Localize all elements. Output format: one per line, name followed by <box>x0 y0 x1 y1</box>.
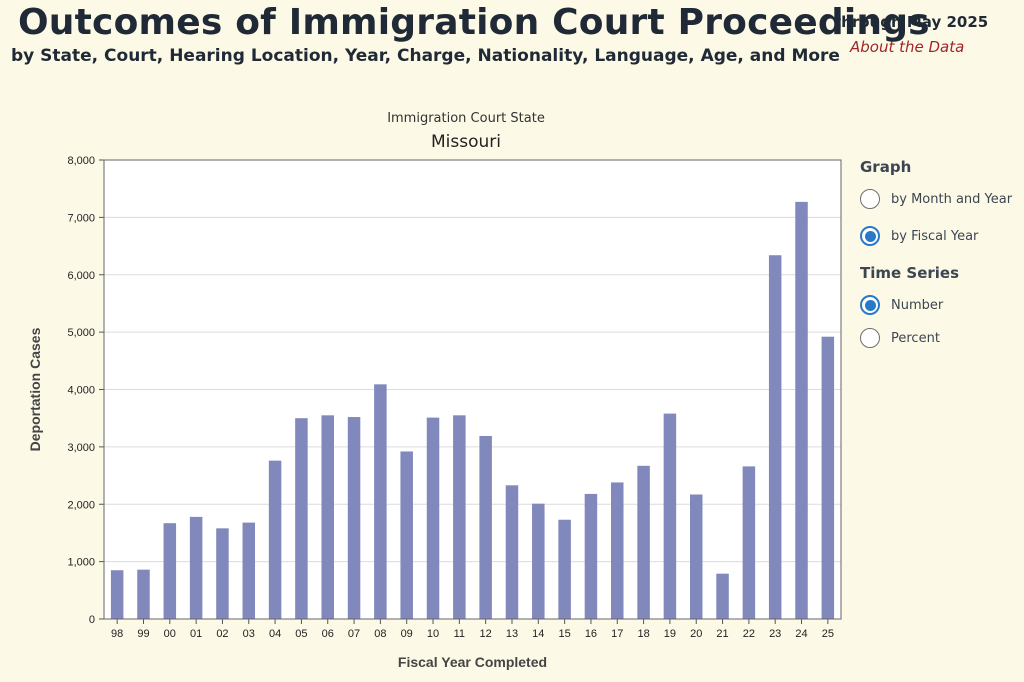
x-tick-label: 19 <box>664 628 676 640</box>
bar-04 <box>268 460 282 619</box>
x-tick-label: 17 <box>611 628 623 640</box>
bar-10 <box>426 417 440 619</box>
x-tick-label: 06 <box>322 628 334 640</box>
x-tick-label: 08 <box>374 628 386 640</box>
x-tick-label: 16 <box>585 628 597 640</box>
y-tick-label: 3,000 <box>67 442 95 454</box>
y-tick-label: 5,000 <box>67 327 95 339</box>
bar-06 <box>321 415 334 619</box>
x-tick-label: 10 <box>427 628 439 640</box>
bar-20 <box>689 494 703 619</box>
chart-heading: Immigration Court State <box>387 111 545 126</box>
bar-02 <box>216 528 229 619</box>
x-tick-label: 22 <box>743 628 755 640</box>
bar-99 <box>137 569 150 619</box>
graph-heading: Graph <box>860 158 912 176</box>
radio-number[interactable]: Number <box>860 293 943 317</box>
x-tick-label: 25 <box>822 628 834 640</box>
x-tick-label: 04 <box>269 628 281 640</box>
bar-12 <box>479 435 492 619</box>
data-date-range: through May 2025 <box>834 13 989 31</box>
bar-14 <box>532 503 545 619</box>
bar-25 <box>821 336 835 619</box>
bar-chart: 0 1,000 2,000 3,000 4,000 5,000 6,000 7,000 8,00… <box>27 155 842 670</box>
bar-08 <box>374 384 387 619</box>
y-tick-label: 2,000 <box>67 499 95 511</box>
radio-circle[interactable] <box>860 295 880 315</box>
x-tick-label: 14 <box>532 628 544 640</box>
y-tick-label: 6,000 <box>67 270 95 282</box>
bar-24 <box>795 201 808 620</box>
radio-label: Number <box>891 297 944 313</box>
x-tick-label: 21 <box>716 628 728 640</box>
radio-circle[interactable] <box>860 226 880 246</box>
x-tick-label: 24 <box>795 628 807 640</box>
x-tick-label: 12 <box>480 628 492 640</box>
bar-19 <box>663 413 677 619</box>
x-tick-label: 01 <box>190 628 202 640</box>
x-tick-label: 13 <box>506 628 518 640</box>
x-tick-label: 00 <box>164 628 176 640</box>
bar-21 <box>716 573 729 619</box>
radio-percent[interactable]: Percent <box>860 326 940 350</box>
bar-05 <box>295 418 308 619</box>
y-axis-label: Deportation Cases <box>27 327 43 451</box>
x-tick-label: 99 <box>137 628 149 640</box>
x-tick-label: 23 <box>769 628 781 640</box>
x-tick-label: 05 <box>295 628 307 640</box>
bar-22 <box>742 466 756 619</box>
x-tick-label: 20 <box>690 628 702 640</box>
x-tick-label: 11 <box>454 628 465 640</box>
bar-07 <box>347 417 361 619</box>
y-tick-label: 7,000 <box>67 212 95 224</box>
y-tick-label: 1,000 <box>67 557 95 569</box>
time-series-heading: Time Series <box>860 264 960 282</box>
radio-label: by Month and Year <box>891 191 1013 207</box>
bar-18 <box>637 465 650 619</box>
bar-03 <box>242 522 256 619</box>
x-tick-label: 02 <box>216 628 228 640</box>
bar-17 <box>611 482 624 619</box>
about-data-link[interactable]: About the Data <box>850 38 965 56</box>
page-title: Outcomes of Immigration Court Proceeding… <box>18 2 930 43</box>
bar-01 <box>189 516 203 619</box>
x-tick-label: 09 <box>401 628 413 640</box>
radio-fiscal-year[interactable]: by Fiscal Year <box>860 224 978 248</box>
bar-13 <box>505 485 519 619</box>
radio-label: by Fiscal Year <box>891 228 979 244</box>
bar-11 <box>453 415 466 619</box>
bar-09 <box>400 451 413 619</box>
page-subtitle: by State, Court, Hearing Location, Year,… <box>11 46 840 66</box>
chart-state-name: Missouri <box>431 132 501 152</box>
x-tick-label: 15 <box>559 628 571 640</box>
bar-00 <box>163 523 177 619</box>
radio-circle[interactable] <box>860 328 880 348</box>
x-axis-label: Fiscal Year Completed <box>398 654 547 670</box>
x-tick-label: 98 <box>111 628 123 640</box>
x-tick-label: 03 <box>243 628 255 640</box>
plot-frame <box>103 159 842 620</box>
bar-98 <box>110 570 124 619</box>
x-tick-label: 07 <box>348 628 360 640</box>
bar-16 <box>584 493 598 619</box>
radio-label: Percent <box>891 330 940 346</box>
bar-23 <box>768 255 782 619</box>
y-tick-label: 4,000 <box>67 385 95 397</box>
radio-month-year[interactable]: by Month and Year <box>860 187 1012 211</box>
radio-circle[interactable] <box>860 189 880 209</box>
x-tick-label: 18 <box>637 628 649 640</box>
y-tick-label: 0 <box>89 614 95 626</box>
bar-15 <box>558 519 571 619</box>
y-tick-label: 8,000 <box>67 155 95 167</box>
